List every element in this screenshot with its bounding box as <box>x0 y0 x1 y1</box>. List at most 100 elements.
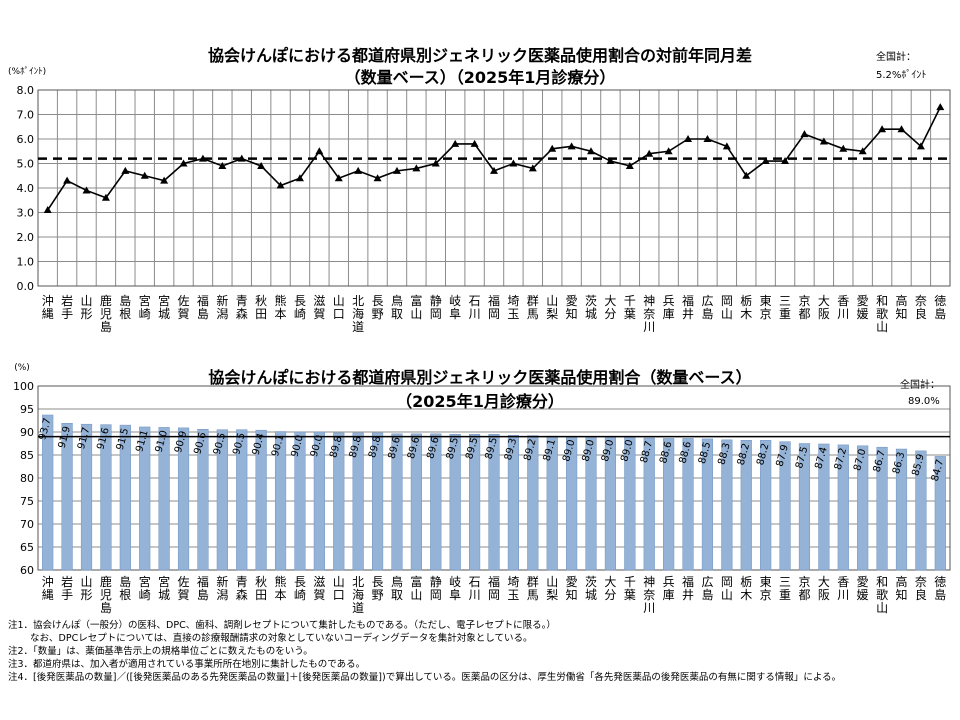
bar-chart-bar <box>42 414 54 571</box>
line-chart-point <box>509 159 518 167</box>
line-chart-x-tick: 島根 <box>119 293 131 321</box>
x-tick-char: 神 <box>643 575 655 589</box>
bar-chart-x-tick: 新潟 <box>216 574 228 602</box>
x-tick-char: 媛 <box>857 307 869 321</box>
x-tick-char: 岐 <box>449 294 461 308</box>
x-tick-char: 城 <box>158 588 170 602</box>
line-chart-x-tick: 香川 <box>837 294 849 321</box>
line-chart-x-tick: 和歌山 <box>876 294 888 334</box>
x-tick-char: 賀 <box>178 307 190 321</box>
x-tick-char: 木 <box>740 307 752 321</box>
line-chart-x-tick: 千葉 <box>624 294 636 321</box>
x-tick-char: 群 <box>527 575 539 589</box>
x-tick-char: 分 <box>604 588 616 602</box>
x-tick-char: 道 <box>352 601 364 615</box>
x-tick-char: 森 <box>236 306 248 321</box>
footnote-4: 注4．[後発医薬品の数量]／([後発医薬品のある先発医薬品の数量]＋[後発医薬品… <box>8 672 842 683</box>
bar-chart-x-tick: 茨城 <box>585 575 597 602</box>
x-tick-char: 兵 <box>663 575 675 589</box>
x-tick-char: 京 <box>760 307 772 321</box>
bar-chart-bar <box>488 434 500 571</box>
bar-chart-bar <box>197 428 209 571</box>
x-tick-char: 東 <box>760 575 772 589</box>
line-chart-y-axis-label: (%ﾎﾟｲﾝﾄ) <box>8 66 46 77</box>
x-tick-char: 和 <box>876 575 888 589</box>
x-tick-char: 歌 <box>876 587 888 602</box>
x-tick-char: 愛 <box>857 294 869 308</box>
bar-chart-x-tick: 沖縄 <box>42 575 54 602</box>
x-tick-char: 川 <box>469 588 481 602</box>
line-chart-point <box>684 135 693 142</box>
bar-chart-bar <box>721 439 733 571</box>
bar-chart-x-tick: 京都 <box>798 575 810 602</box>
bar-chart-y-tick: 75 <box>20 495 34 508</box>
bar-chart-x-tick: 鹿児島 <box>100 574 112 615</box>
bar-chart-bar <box>216 429 228 571</box>
line-chart-x-tick: 鳥取 <box>391 293 403 321</box>
bar-chart-x-tick: 岡山 <box>721 575 733 602</box>
x-tick-char: 賀 <box>178 588 190 602</box>
x-tick-char: 岡 <box>430 307 442 321</box>
footnote-2: 注2．「数量」は、薬価基準告示上の規格単位ごとに数えたものをいう。 <box>8 646 313 657</box>
bar-chart-x-tick: 埼玉 <box>507 575 519 602</box>
line-chart-x-tick: 山口 <box>333 294 345 321</box>
x-tick-char: 岡 <box>721 294 733 308</box>
bar-chart-x-tick: 山口 <box>333 575 345 602</box>
bar-chart-bar <box>915 450 927 571</box>
line-chart-x-tick: 山梨 <box>546 294 558 321</box>
x-tick-char: 川 <box>643 601 655 615</box>
x-tick-char: 岩 <box>61 574 73 589</box>
bar-chart-bar <box>139 426 151 571</box>
bar-chart-bar <box>818 443 830 571</box>
bar-chart-x-tick: 福井 <box>682 574 694 602</box>
bar-chart-bar <box>371 432 384 571</box>
line-chart-x-tick: 神奈川 <box>643 294 655 334</box>
x-tick-char: 宮 <box>139 574 151 589</box>
x-tick-char: 山 <box>81 575 93 589</box>
bar-chart-bar <box>119 424 131 571</box>
x-tick-char: 葉 <box>624 588 636 602</box>
x-tick-char: 都 <box>798 307 810 321</box>
x-tick-char: 島 <box>934 306 946 321</box>
x-tick-char: 埼 <box>507 294 519 308</box>
x-tick-char: 山 <box>721 588 733 602</box>
x-tick-char: 取 <box>391 588 403 602</box>
line-chart-x-tick: 福井 <box>682 293 694 321</box>
bar-chart-bar <box>701 438 714 571</box>
line-chart-y-tick: 1.0 <box>17 256 35 269</box>
x-tick-char: 山 <box>410 588 422 602</box>
x-tick-char: 庫 <box>663 588 675 602</box>
line-chart-point <box>548 144 557 152</box>
bar-chart-x-tick: 長野 <box>372 575 384 602</box>
line-chart-x-tick: 青森 <box>236 294 248 321</box>
line-chart-x-tick: 東京 <box>760 294 772 321</box>
x-tick-char: 福 <box>488 293 500 308</box>
line-chart-point <box>878 125 887 133</box>
line-chart-point <box>121 166 130 174</box>
x-tick-char: 千 <box>624 575 636 589</box>
x-tick-char: 高 <box>895 574 907 589</box>
bar-chart-y-tick: 95 <box>20 403 34 416</box>
x-tick-char: 海 <box>352 306 364 321</box>
x-tick-char: 沖 <box>42 294 54 308</box>
bar-chart-x-tick: 広島 <box>701 575 713 602</box>
x-tick-char: 馬 <box>527 588 539 602</box>
x-tick-char: 北 <box>352 294 364 308</box>
bar-chart-bar <box>837 444 849 571</box>
x-tick-char: 野 <box>372 307 384 321</box>
line-chart-point <box>703 135 712 142</box>
line-chart-point <box>412 164 421 172</box>
line-chart-x-tick: 栃木 <box>740 294 752 321</box>
line-chart-x-tick: 佐賀 <box>178 294 190 321</box>
x-tick-char: 新 <box>216 293 228 308</box>
line-chart-total-value: 5.2%ﾎﾟｲﾝﾄ <box>876 70 927 81</box>
bar-chart-x-tick: 愛知 <box>566 575 578 602</box>
bar-chart-bar <box>527 435 539 571</box>
bar-chart-x-tick: 石川 <box>469 575 481 602</box>
x-tick-char: 京 <box>760 588 772 602</box>
x-tick-char: 北 <box>352 575 364 589</box>
line-chart-point <box>587 147 596 155</box>
line-chart-y-tick: 8.0 <box>17 84 35 97</box>
x-tick-char: 児 <box>100 307 112 321</box>
line-chart-total-label: 全国計： <box>876 52 916 63</box>
